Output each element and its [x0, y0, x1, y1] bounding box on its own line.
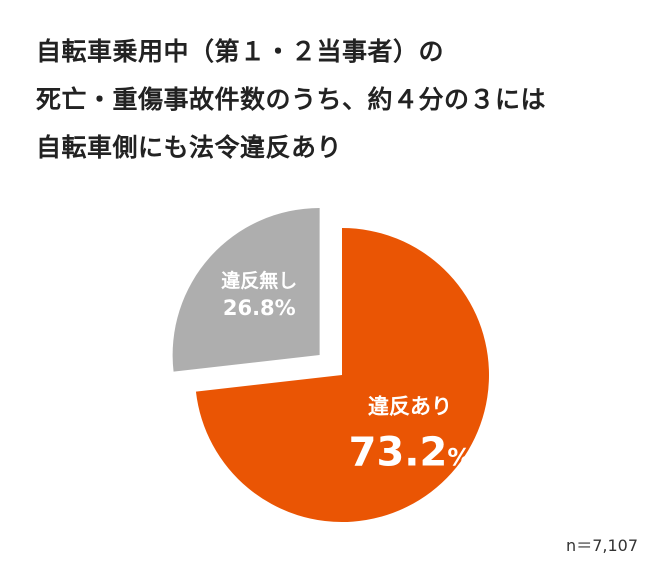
slice-label-no-violation: 違反無し	[221, 269, 297, 292]
pie-slice-with-violation	[195, 228, 490, 523]
slice-label-with-violation: 違反あり	[368, 395, 452, 419]
title-line-1: 自転車乗用中（第１・２当事者）の	[36, 37, 445, 66]
chart-title: 自転車乗用中（第１・２当事者）の 死亡・重傷事故件数のうち、約４分の３には 自転…	[36, 28, 636, 172]
pie-labels: 違反あり 73.2% 違反無し 26.8%	[221, 269, 471, 476]
pie-slice-no-violation	[172, 208, 320, 372]
title-line-2: 死亡・重傷事故件数のうち、約４分の３には	[36, 85, 547, 114]
slice-value-with-violation: 73.2%	[349, 430, 472, 476]
slice-value-no-violation: 26.8%	[223, 296, 296, 320]
pie-slices	[172, 208, 490, 523]
title-line-3: 自転車側にも法令違反あり	[36, 133, 343, 162]
sample-size-note: n＝7,107	[566, 536, 638, 555]
